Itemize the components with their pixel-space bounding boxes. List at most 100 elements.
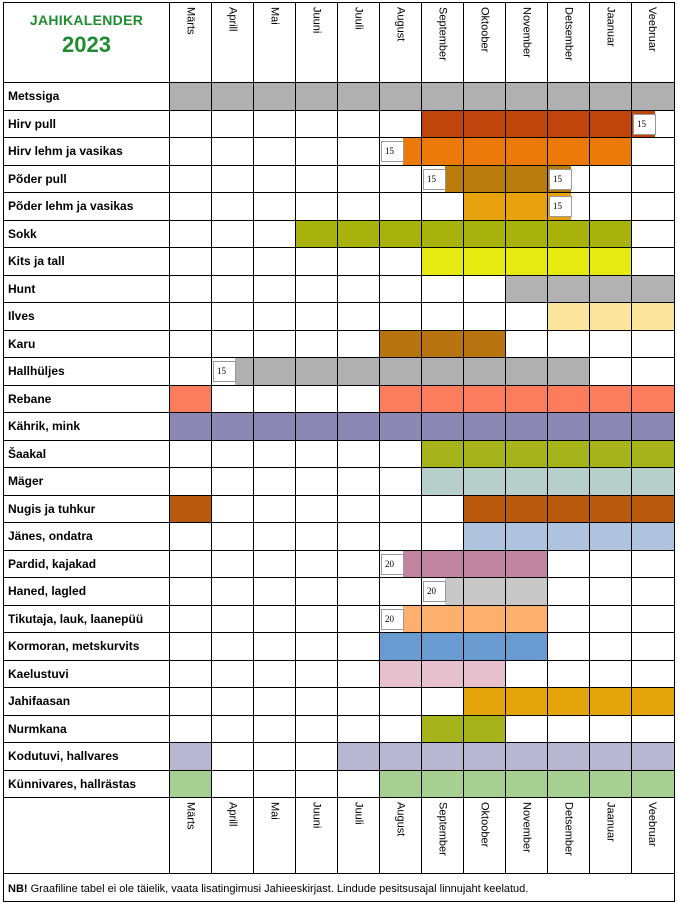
month-cell	[548, 605, 590, 632]
month-cell	[212, 413, 254, 440]
month-cell	[380, 550, 422, 577]
footer-month-4: Juuli	[338, 798, 380, 873]
month-cell	[422, 385, 464, 412]
month-cell	[296, 193, 338, 220]
footer-month-label: Oktoober	[478, 802, 491, 848]
month-cell	[254, 413, 296, 440]
month-cell	[338, 83, 380, 110]
month-cell	[380, 715, 422, 742]
season-fill	[506, 110, 548, 137]
month-cell	[632, 606, 672, 633]
species-label: Põder pull	[4, 165, 170, 192]
date-marker: 15	[549, 196, 573, 217]
hunting-calendar: JAHIKALENDER 2023 Märts Aprill Mai Juuni Juu…	[3, 2, 675, 902]
season-fill	[590, 523, 632, 550]
species-label: Hallhüljes	[4, 358, 170, 385]
species-label: Hirv lehm ja vasikas	[4, 138, 170, 165]
month-cell	[296, 605, 338, 632]
season-fill	[590, 303, 632, 330]
month-cell	[422, 605, 464, 632]
month-cell	[296, 330, 338, 357]
month-cell	[590, 193, 632, 220]
header-month-label: Oktoober	[478, 7, 491, 53]
month-cell	[590, 330, 632, 357]
season-fill	[632, 523, 674, 550]
month-cell	[590, 605, 632, 632]
header-month-label: September	[436, 7, 449, 61]
month-cell	[338, 468, 380, 495]
month-cell	[170, 275, 212, 302]
season-fill	[212, 83, 254, 110]
month-cell	[506, 660, 548, 687]
month-cell	[422, 110, 464, 137]
header-month-label: November	[520, 7, 533, 58]
month-cell	[506, 495, 548, 522]
month-cell	[590, 523, 632, 550]
month-cell	[506, 523, 548, 550]
species-label: Hirv pull	[4, 110, 170, 137]
header-month-label: Juuni	[310, 7, 323, 34]
month-cell	[380, 83, 422, 110]
table-row: Põder pull 15 15	[4, 165, 674, 193]
month-cell	[296, 248, 338, 275]
month-cell	[632, 276, 672, 303]
season-fill	[380, 220, 422, 247]
season-fill	[422, 715, 464, 742]
month-cell	[632, 358, 672, 385]
month-cell	[548, 303, 590, 330]
month-cell	[296, 440, 338, 467]
season-fill	[296, 220, 338, 247]
month-cell	[212, 358, 254, 385]
month-cell	[590, 138, 632, 165]
season-fill	[506, 468, 548, 495]
month-cell	[212, 83, 254, 110]
month-cell	[380, 413, 422, 440]
month-cell	[548, 275, 590, 302]
calendar-title: JAHIKALENDER 2023	[4, 3, 170, 83]
header-divider	[4, 82, 674, 83]
season-fill	[403, 550, 422, 577]
month-cell	[212, 440, 254, 467]
month-cell	[548, 83, 590, 110]
month-cell	[548, 358, 590, 385]
month-cell	[464, 440, 506, 467]
month-cell	[506, 303, 548, 330]
footer-blank	[4, 798, 170, 873]
species-label: Metssiga	[4, 83, 170, 110]
season-fill	[464, 385, 506, 412]
month-cell	[170, 248, 212, 275]
month-cell	[548, 495, 590, 522]
month-cell	[422, 303, 464, 330]
season-fill	[380, 743, 422, 770]
month-cell	[464, 605, 506, 632]
season-fill	[506, 495, 548, 522]
table-row: Karu	[4, 330, 674, 358]
species-label: Ilves	[4, 303, 170, 330]
month-cell	[548, 330, 590, 357]
month-cell	[254, 523, 296, 550]
footer-divider	[4, 873, 674, 874]
month-cell	[506, 385, 548, 412]
month-cell	[380, 330, 422, 357]
table-row: Hirv pull 15	[4, 110, 674, 138]
season-fill	[296, 83, 338, 110]
month-cell	[422, 578, 464, 605]
month-cell	[296, 523, 338, 550]
month-cell	[548, 220, 590, 247]
month-cell	[422, 715, 464, 742]
month-cell	[254, 275, 296, 302]
month-cell	[212, 138, 254, 165]
month-cell	[506, 165, 548, 192]
month-cell	[590, 275, 632, 302]
season-fill	[548, 303, 590, 330]
month-cell	[296, 550, 338, 577]
footer-month-10: Jaanuar	[590, 798, 632, 873]
month-cell	[170, 303, 212, 330]
month-cell	[170, 770, 212, 797]
month-cell	[632, 441, 672, 468]
month-cell	[590, 495, 632, 522]
season-fill	[548, 440, 590, 467]
season-fill	[380, 330, 422, 357]
month-cell	[338, 330, 380, 357]
month-cell	[254, 220, 296, 247]
